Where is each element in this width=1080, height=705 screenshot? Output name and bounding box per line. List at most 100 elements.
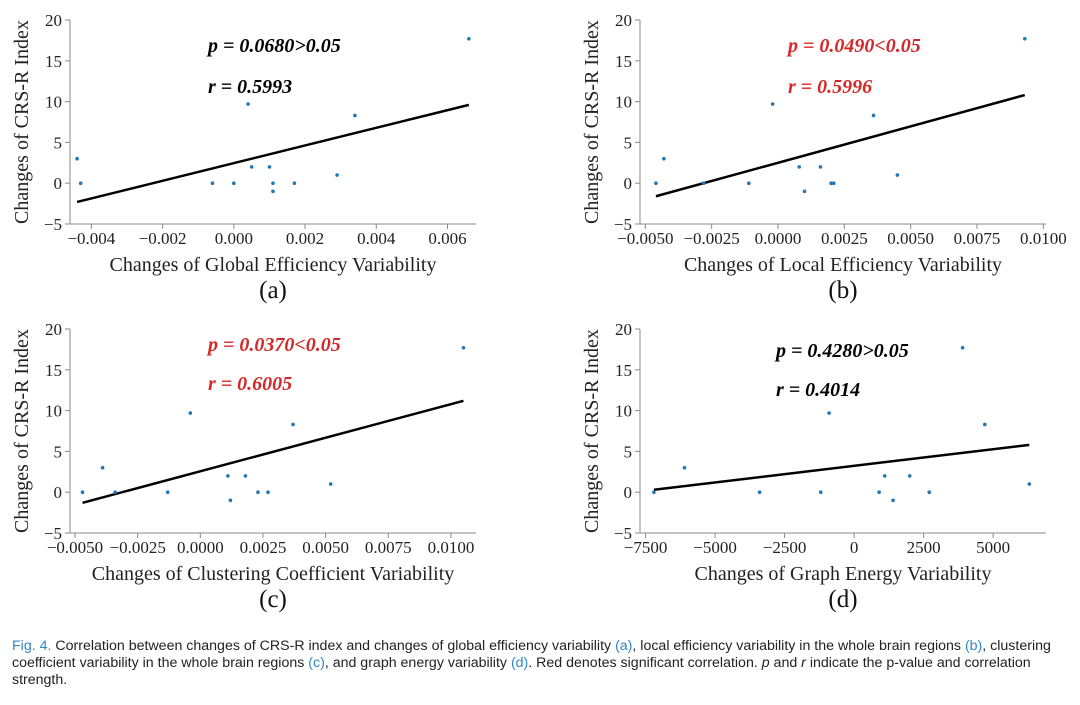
p-value-annotation: p = 0.0490<0.05 <box>786 35 921 57</box>
figure-caption: Fig. 4. Correlation between changes of C… <box>12 638 1072 689</box>
x-tick-label: −7500 <box>624 538 668 557</box>
figure-svg: −5 0 5 10 15 20 −0.004 −0.002 0.000 0.002 0.004 0.0… <box>11 11 1067 613</box>
y-tick-label: 20 <box>615 320 632 339</box>
chart-panel-d: −5 0 5 10 15 20 −7500 −5000 −2500 0 2500 5000 Change… <box>581 320 1046 613</box>
y-tick-label: 0 <box>54 174 63 193</box>
data-point <box>232 181 236 185</box>
data-point <box>353 113 357 118</box>
data-point <box>335 173 339 177</box>
data-point <box>246 102 250 106</box>
y-tick-label: 10 <box>615 93 632 112</box>
x-axis-title: Changes of Local Efficiency Variability <box>684 254 1002 276</box>
y-tick-label: 5 <box>624 442 633 461</box>
x-tick-label: −0.002 <box>139 229 187 248</box>
caption-text-1: Correlation between changes of CRS-R ind… <box>51 638 616 654</box>
data-point <box>652 490 656 495</box>
data-point <box>818 165 823 169</box>
y-tick-label: 5 <box>54 442 63 461</box>
data-point <box>829 181 833 185</box>
p-value-annotation: p = 0.0680>0.05 <box>206 35 341 57</box>
data-point <box>960 345 965 350</box>
y-tick-label: −5 <box>44 524 62 543</box>
data-point <box>757 490 762 495</box>
y-tick-label: 0 <box>624 483 633 502</box>
caption-text-2: , local efficiency variability in the wh… <box>632 638 965 654</box>
x-tick-label: 0.0050 <box>887 229 934 248</box>
caption-r-symbol: r <box>801 655 806 671</box>
x-tick-label: 0.0025 <box>821 229 868 248</box>
x-tick-label: −0.0025 <box>683 229 739 248</box>
data-point <box>746 181 751 185</box>
caption-text-5: . Red denotes significant correlation. <box>528 655 762 671</box>
y-tick-label: −5 <box>614 215 632 234</box>
y-tick-label: 20 <box>45 320 62 339</box>
data-point <box>243 474 248 478</box>
y-tick-label: 10 <box>45 93 62 112</box>
r-value-annotation: r = 0.5993 <box>208 76 292 98</box>
caption-ref-b[interactable]: (b) <box>964 638 983 654</box>
data-point <box>662 156 666 161</box>
data-point <box>1022 36 1027 41</box>
caption-text-3: , clustering coefficient variability in … <box>12 638 1051 671</box>
data-point <box>100 465 105 470</box>
caption-text-4: , and graph energy variability <box>324 655 511 671</box>
x-tick-label: −5000 <box>693 538 737 557</box>
x-axis-title: Changes of Graph Energy Variability <box>695 563 992 585</box>
data-point <box>682 465 687 470</box>
x-tick-label: 0.006 <box>428 229 466 248</box>
data-point <box>877 490 881 495</box>
regression-line <box>655 93 1026 198</box>
x-tick-label: 0.004 <box>357 229 396 248</box>
y-tick-label: 15 <box>615 361 632 380</box>
x-tick-label: 0.002 <box>286 229 324 248</box>
data-point <box>78 181 83 185</box>
x-tick-label: 0.0000 <box>755 229 802 248</box>
y-axis-title: Changes of CRS-R Index <box>581 329 603 533</box>
panel-label: (c) <box>259 586 287 613</box>
data-point <box>831 181 836 185</box>
data-point <box>113 490 117 495</box>
x-tick-label: 0.0000 <box>177 538 224 557</box>
x-tick-label: 0.000 <box>215 229 253 248</box>
data-point <box>467 36 471 41</box>
caption-ref-d[interactable]: (d) <box>510 655 529 671</box>
data-point <box>266 490 270 495</box>
caption-text-7: indicate the p-value and correlation str… <box>12 655 1031 688</box>
data-point <box>188 411 193 415</box>
data-point <box>802 189 807 194</box>
data-point <box>271 189 275 194</box>
caption-ref-a[interactable]: (a) <box>615 638 633 654</box>
caption-p-symbol: p <box>761 655 770 671</box>
data-point <box>827 411 831 415</box>
y-tick-label: −5 <box>614 524 632 543</box>
p-value-annotation: p = 0.4280>0.05 <box>774 340 909 362</box>
x-tick-label: −0.0050 <box>47 538 103 557</box>
y-tick-label: 20 <box>45 11 62 30</box>
data-point <box>267 165 272 169</box>
data-point <box>983 422 987 427</box>
data-point <box>228 498 233 503</box>
data-point <box>1027 482 1032 486</box>
y-tick-label: 10 <box>45 402 62 421</box>
data-point <box>75 156 79 161</box>
x-tick-label: −0.0050 <box>617 229 673 248</box>
r-value-annotation: r = 0.5996 <box>788 76 872 98</box>
y-tick-label: 5 <box>54 133 63 152</box>
data-point <box>927 490 932 495</box>
chart-panel-a: −5 0 5 10 15 20 −0.004 −0.002 0.000 0.002 0.004 0.0… <box>11 11 476 304</box>
y-tick-label: 5 <box>624 133 633 152</box>
y-tick-label: 15 <box>615 52 632 71</box>
data-point <box>654 181 658 185</box>
panel-label: (d) <box>828 586 857 613</box>
regression-line <box>76 103 470 204</box>
chart-panel-c: −5 0 5 10 15 20 −0.0050 −0.0025 0.0000 0.0025 0.00… <box>11 320 476 613</box>
x-tick-label: 0.0050 <box>302 538 349 557</box>
y-axis-title: Changes of CRS-R Index <box>11 329 33 533</box>
caption-ref-c[interactable]: (c) <box>308 655 325 671</box>
regression-line <box>82 399 464 505</box>
data-point <box>210 181 215 185</box>
x-axis-title: Changes of Clustering Coefficient Variab… <box>92 563 455 585</box>
x-axis-title: Changes of Global Efficiency Variability <box>110 254 437 276</box>
y-tick-label: 15 <box>45 52 62 71</box>
